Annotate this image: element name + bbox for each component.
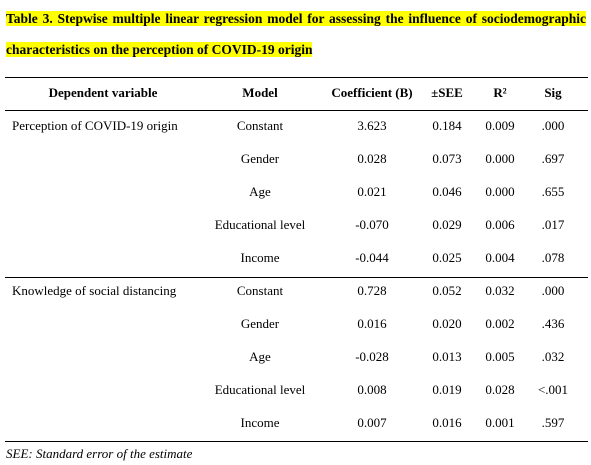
value-cell: 0.000 [485, 151, 515, 166]
value-cell: 3.623 [357, 118, 387, 133]
value-cell: .078 [541, 250, 565, 265]
value-cell: 0.032 [485, 283, 515, 298]
model-cell: Age [249, 184, 271, 199]
table-title: Table 3. Stepwise multiple linear regres… [6, 3, 586, 65]
value-cell: .436 [541, 316, 565, 331]
value-cell: 0.008 [357, 382, 387, 397]
value-cell: 0.025 [432, 250, 462, 265]
value-cell: 0.046 [432, 184, 462, 199]
title-text: Table 3. Stepwise multiple linear regres… [6, 11, 586, 57]
value-cell: <.001 [537, 382, 569, 397]
value-cell: 0.184 [432, 118, 462, 133]
model-cell: Income [240, 250, 280, 265]
rule [5, 77, 588, 78]
value-cell: -0.028 [355, 349, 389, 364]
model-cell: Income [240, 415, 280, 430]
value-cell: 0.007 [357, 415, 387, 430]
value-cell: .032 [541, 349, 565, 364]
value-cell: 0.019 [432, 382, 462, 397]
value-cell: 0.028 [357, 151, 387, 166]
column-header: Dependent variable [48, 85, 158, 100]
value-cell: .000 [541, 118, 565, 133]
footnote: SEE: Standard error of the estimate [6, 446, 193, 461]
value-cell: .597 [541, 415, 565, 430]
value-cell: 0.052 [432, 283, 462, 298]
model-cell: Constant [236, 283, 284, 298]
rule [5, 441, 588, 442]
value-cell: .655 [541, 184, 565, 199]
value-cell: -0.070 [355, 217, 389, 232]
value-cell: 0.002 [485, 316, 515, 331]
value-cell: 0.021 [357, 184, 387, 199]
value-cell: 0.016 [432, 415, 462, 430]
value-cell: 0.009 [485, 118, 515, 133]
value-cell: 0.005 [485, 349, 515, 364]
model-cell: Constant [236, 118, 284, 133]
dependent-variable: Perception of COVID-19 origin [12, 118, 178, 133]
model-cell: Educational level [214, 217, 306, 232]
value-cell: 0.000 [485, 184, 515, 199]
value-cell: 0.073 [432, 151, 462, 166]
rule [5, 110, 588, 111]
model-cell: Gender [240, 151, 280, 166]
rule [5, 277, 588, 278]
column-header: Model [242, 85, 278, 100]
column-header: Coefficient (B) [331, 85, 413, 100]
model-cell: Educational level [214, 382, 306, 397]
value-cell: 0.028 [485, 382, 515, 397]
value-cell: 0.029 [432, 217, 462, 232]
value-cell: 0.013 [432, 349, 462, 364]
value-cell: 0.020 [432, 316, 462, 331]
column-header: Sig [544, 85, 562, 100]
value-cell: .000 [541, 283, 565, 298]
column-header: ±SEE [431, 85, 463, 100]
dependent-variable: Knowledge of social distancing [12, 283, 177, 298]
value-cell: 0.016 [357, 316, 387, 331]
value-cell: .017 [541, 217, 565, 232]
model-cell: Age [249, 349, 271, 364]
value-cell: 0.004 [485, 250, 515, 265]
value-cell: 0.006 [485, 217, 515, 232]
column-header: R² [493, 85, 507, 100]
value-cell: -0.044 [355, 250, 389, 265]
model-cell: Gender [240, 316, 280, 331]
value-cell: .697 [541, 151, 565, 166]
value-cell: 0.001 [485, 415, 515, 430]
value-cell: 0.728 [357, 283, 387, 298]
